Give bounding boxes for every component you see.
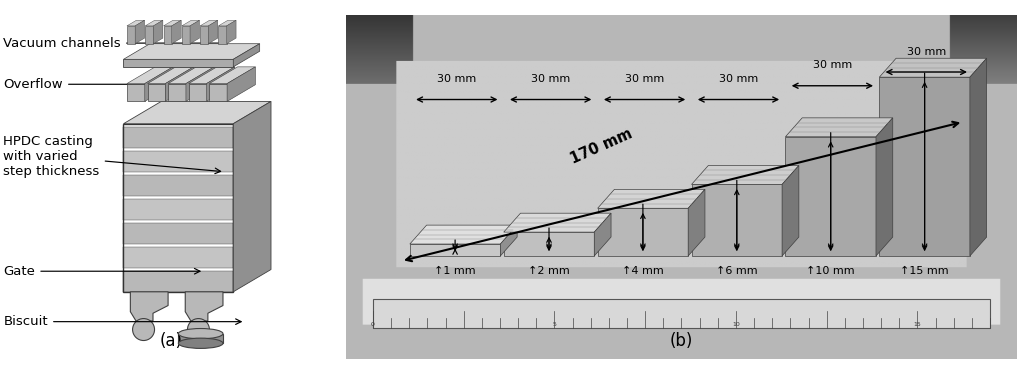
Text: 30 mm: 30 mm: [531, 74, 570, 84]
Text: ↑1 mm: ↑1 mm: [434, 266, 476, 276]
Polygon shape: [226, 20, 237, 44]
Circle shape: [187, 319, 210, 340]
Polygon shape: [691, 165, 799, 185]
Text: ↑2 mm: ↑2 mm: [528, 266, 570, 276]
Polygon shape: [785, 118, 893, 137]
Polygon shape: [182, 20, 200, 26]
Polygon shape: [164, 26, 172, 44]
Polygon shape: [691, 185, 782, 256]
Polygon shape: [200, 26, 208, 44]
Polygon shape: [218, 26, 226, 44]
Ellipse shape: [178, 338, 223, 348]
Ellipse shape: [178, 329, 223, 339]
Polygon shape: [124, 151, 233, 172]
Text: 30 mm: 30 mm: [813, 60, 852, 70]
Polygon shape: [876, 118, 893, 256]
Polygon shape: [233, 44, 260, 67]
Polygon shape: [182, 26, 190, 44]
Text: 5: 5: [553, 322, 556, 327]
Polygon shape: [145, 20, 163, 26]
Polygon shape: [504, 232, 594, 256]
Polygon shape: [501, 225, 517, 256]
Polygon shape: [124, 271, 233, 292]
Polygon shape: [124, 101, 271, 124]
Polygon shape: [124, 223, 233, 244]
Polygon shape: [124, 126, 233, 148]
Polygon shape: [144, 67, 173, 101]
Polygon shape: [410, 244, 501, 256]
Text: ↑10 mm: ↑10 mm: [806, 266, 855, 276]
Polygon shape: [970, 58, 987, 256]
Text: (a): (a): [160, 332, 183, 350]
Polygon shape: [127, 84, 144, 101]
Text: (b): (b): [670, 332, 693, 351]
Polygon shape: [127, 67, 173, 84]
Polygon shape: [410, 225, 517, 244]
Polygon shape: [785, 137, 876, 256]
Text: ↑4 mm: ↑4 mm: [622, 266, 664, 276]
Text: 0: 0: [371, 322, 375, 327]
Polygon shape: [168, 84, 186, 101]
Text: Overflow: Overflow: [3, 78, 217, 91]
Polygon shape: [147, 67, 194, 84]
Polygon shape: [880, 77, 970, 256]
Text: 30 mm: 30 mm: [437, 74, 476, 84]
Polygon shape: [124, 44, 260, 59]
Polygon shape: [233, 101, 271, 292]
Text: 30 mm: 30 mm: [719, 74, 758, 84]
Text: 30 mm: 30 mm: [906, 47, 946, 57]
Polygon shape: [164, 20, 181, 26]
Polygon shape: [373, 299, 990, 328]
Text: 10: 10: [732, 322, 739, 327]
Polygon shape: [186, 67, 214, 101]
Text: 170 mm: 170 mm: [567, 126, 634, 166]
Text: ↑15 mm: ↑15 mm: [900, 266, 949, 276]
Polygon shape: [124, 199, 233, 220]
Polygon shape: [127, 26, 135, 44]
Polygon shape: [124, 247, 233, 268]
Text: 15: 15: [913, 322, 922, 327]
Polygon shape: [172, 20, 181, 44]
Text: Gate: Gate: [3, 265, 200, 278]
Polygon shape: [208, 20, 218, 44]
Polygon shape: [188, 84, 207, 101]
Polygon shape: [147, 84, 165, 101]
Polygon shape: [124, 59, 233, 67]
Polygon shape: [185, 292, 223, 321]
Polygon shape: [124, 175, 233, 196]
Polygon shape: [135, 20, 144, 44]
Polygon shape: [598, 208, 688, 256]
Polygon shape: [880, 58, 987, 77]
Polygon shape: [594, 213, 611, 256]
Polygon shape: [207, 67, 234, 101]
Polygon shape: [165, 67, 194, 101]
Polygon shape: [504, 213, 611, 232]
Polygon shape: [178, 333, 223, 343]
Polygon shape: [145, 26, 154, 44]
Polygon shape: [168, 67, 214, 84]
Polygon shape: [154, 20, 163, 44]
Polygon shape: [598, 189, 705, 208]
Text: Vacuum channels: Vacuum channels: [3, 37, 225, 50]
Text: Biscuit: Biscuit: [3, 315, 242, 328]
Text: HPDC casting
with varied
step thickness: HPDC casting with varied step thickness: [3, 135, 220, 178]
Polygon shape: [782, 165, 799, 256]
Polygon shape: [688, 189, 705, 256]
Circle shape: [132, 319, 155, 340]
Polygon shape: [209, 67, 255, 84]
Polygon shape: [209, 84, 227, 101]
Polygon shape: [190, 20, 200, 44]
Polygon shape: [127, 20, 144, 26]
Text: ↑6 mm: ↑6 mm: [716, 266, 758, 276]
Polygon shape: [218, 20, 237, 26]
Polygon shape: [227, 67, 255, 101]
Text: 30 mm: 30 mm: [625, 74, 665, 84]
Polygon shape: [130, 292, 168, 321]
Polygon shape: [200, 20, 218, 26]
Polygon shape: [188, 67, 234, 84]
